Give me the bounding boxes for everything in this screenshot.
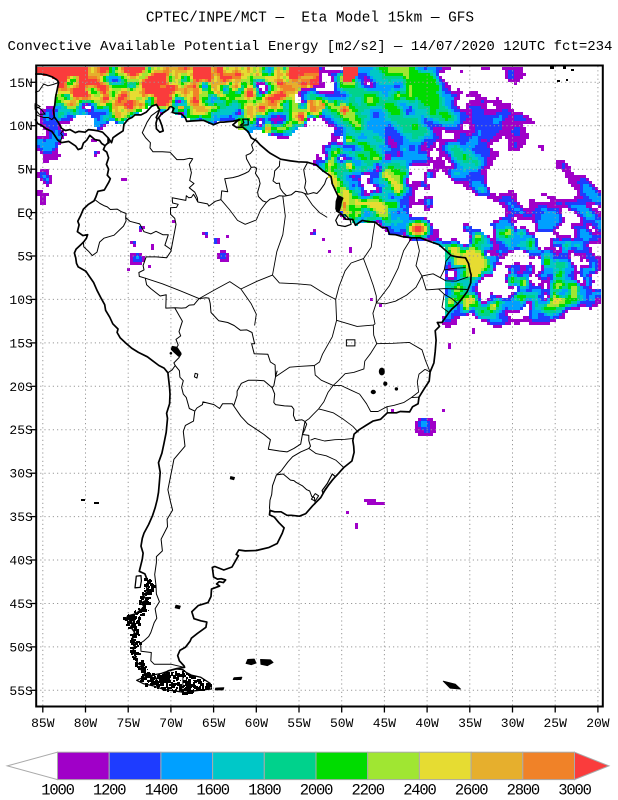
svg-text:10N: 10N bbox=[9, 119, 32, 134]
svg-text:20W: 20W bbox=[586, 716, 610, 731]
svg-text:15N: 15N bbox=[9, 76, 32, 91]
svg-text:45S: 45S bbox=[9, 597, 33, 612]
svg-text:EQ: EQ bbox=[17, 206, 33, 221]
svg-text:30W: 30W bbox=[501, 716, 525, 731]
svg-text:15S: 15S bbox=[9, 336, 33, 351]
svg-text:CPTEC/INPE/MCT — Eta Model 15: CPTEC/INPE/MCT — Eta Model 15km — GFS bbox=[146, 11, 474, 27]
svg-text:5N: 5N bbox=[17, 163, 33, 178]
svg-text:1600: 1600 bbox=[196, 782, 229, 800]
svg-text:35W: 35W bbox=[458, 716, 482, 731]
svg-text:1000: 1000 bbox=[41, 782, 74, 800]
svg-text:40W: 40W bbox=[415, 716, 439, 731]
svg-text:50S: 50S bbox=[9, 640, 33, 655]
svg-text:3000: 3000 bbox=[558, 782, 591, 800]
svg-text:2400: 2400 bbox=[403, 782, 436, 800]
svg-text:20S: 20S bbox=[9, 380, 33, 395]
svg-text:5S: 5S bbox=[17, 250, 33, 265]
svg-text:85W: 85W bbox=[31, 716, 55, 731]
svg-text:70W: 70W bbox=[159, 716, 183, 731]
svg-text:50W: 50W bbox=[330, 716, 354, 731]
svg-text:25S: 25S bbox=[9, 423, 33, 438]
svg-text:55S: 55S bbox=[9, 684, 33, 699]
svg-text:40S: 40S bbox=[9, 554, 33, 569]
svg-text:2600: 2600 bbox=[455, 782, 488, 800]
svg-text:10S: 10S bbox=[9, 293, 33, 308]
svg-text:45W: 45W bbox=[373, 716, 397, 731]
svg-text:55W: 55W bbox=[287, 716, 311, 731]
svg-text:2800: 2800 bbox=[507, 782, 540, 800]
svg-text:1400: 1400 bbox=[145, 782, 178, 800]
svg-text:2200: 2200 bbox=[351, 782, 384, 800]
svg-text:75W: 75W bbox=[116, 716, 140, 731]
svg-text:35S: 35S bbox=[9, 510, 33, 525]
svg-text:Convective Available Potential: Convective Available Potential Energy [m… bbox=[8, 39, 613, 55]
svg-text:60W: 60W bbox=[245, 716, 269, 731]
svg-text:1200: 1200 bbox=[93, 782, 126, 800]
svg-text:65W: 65W bbox=[202, 716, 226, 731]
svg-text:25W: 25W bbox=[543, 716, 567, 731]
svg-text:30S: 30S bbox=[9, 467, 33, 482]
svg-text:80W: 80W bbox=[74, 716, 98, 731]
svg-text:1800: 1800 bbox=[248, 782, 281, 800]
svg-text:2000: 2000 bbox=[300, 782, 333, 800]
